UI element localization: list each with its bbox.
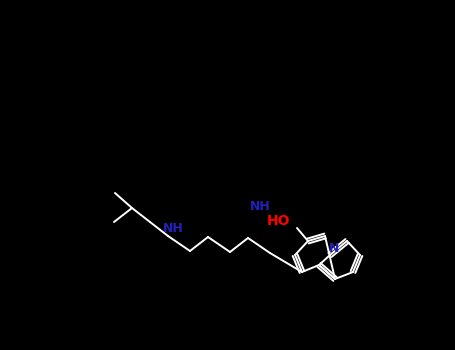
- Text: NH: NH: [162, 222, 183, 235]
- Text: N: N: [329, 243, 339, 256]
- Text: HO: HO: [266, 214, 290, 228]
- Text: NH: NH: [250, 201, 270, 214]
